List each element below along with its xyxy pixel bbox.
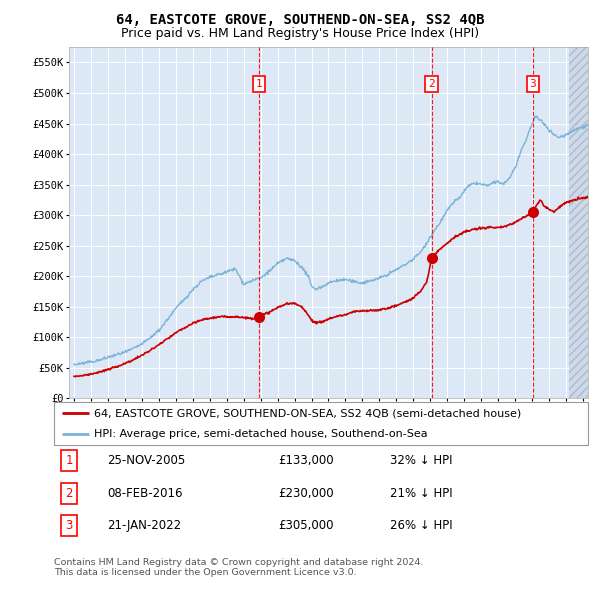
Text: 2: 2 [65,487,73,500]
Text: 21-JAN-2022: 21-JAN-2022 [107,519,182,532]
Text: £305,000: £305,000 [278,519,334,532]
Text: Price paid vs. HM Land Registry's House Price Index (HPI): Price paid vs. HM Land Registry's House … [121,27,479,40]
Text: 2: 2 [428,79,435,89]
Text: 32% ↓ HPI: 32% ↓ HPI [391,454,453,467]
Text: Contains HM Land Registry data © Crown copyright and database right 2024.
This d: Contains HM Land Registry data © Crown c… [54,558,424,577]
Text: £230,000: £230,000 [278,487,334,500]
Text: 3: 3 [65,519,73,532]
Bar [569,47,588,398]
Text: 21% ↓ HPI: 21% ↓ HPI [391,487,453,500]
Text: HPI: Average price, semi-detached house, Southend-on-Sea: HPI: Average price, semi-detached house,… [94,429,428,439]
Text: 08-FEB-2016: 08-FEB-2016 [107,487,183,500]
Text: 64, EASTCOTE GROVE, SOUTHEND-ON-SEA, SS2 4QB: 64, EASTCOTE GROVE, SOUTHEND-ON-SEA, SS2… [116,13,484,27]
Text: 64, EASTCOTE GROVE, SOUTHEND-ON-SEA, SS2 4QB (semi-detached house): 64, EASTCOTE GROVE, SOUTHEND-ON-SEA, SS2… [94,408,521,418]
Text: 25-NOV-2005: 25-NOV-2005 [107,454,185,467]
Text: 1: 1 [256,79,262,89]
Text: 1: 1 [65,454,73,467]
Text: 26% ↓ HPI: 26% ↓ HPI [391,519,453,532]
Text: 3: 3 [530,79,536,89]
Text: £133,000: £133,000 [278,454,334,467]
